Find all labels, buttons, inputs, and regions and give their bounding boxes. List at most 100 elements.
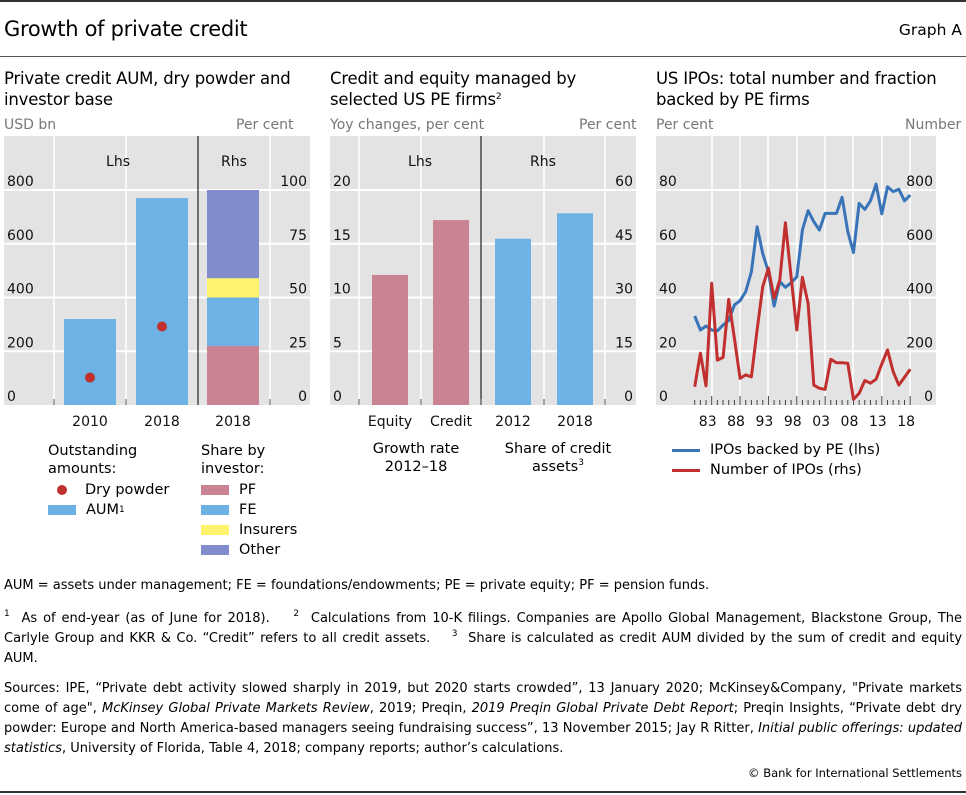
panel1-section-label-lhs: Lhs (106, 154, 130, 170)
legend-item-dry-powder: Dry powder (48, 480, 178, 500)
panel3-xlabel: 93 (755, 414, 773, 430)
legend-label: Number of IPOs (rhs) (710, 462, 862, 478)
legend-item-pf: PF (201, 480, 321, 500)
panel3-title: US IPOs: total number and fraction backe… (656, 69, 937, 109)
legend-item-other: Other (201, 540, 321, 560)
panel3-ytick-right: 0 (924, 389, 933, 405)
legend-label: PF (239, 482, 257, 498)
legend-label: IPOs backed by PE (lhs) (710, 442, 881, 458)
panel1-ytick-right: 75 (289, 228, 307, 244)
legend-label: Insurers (239, 522, 298, 538)
figure-title: Growth of private credit (4, 17, 248, 41)
footnote-1: As of end-year (as of June for 2018). (21, 611, 270, 626)
copyright: © Bank for International Settlements (748, 766, 962, 780)
footnote-2: Calculations from 10-K filings. Companie… (4, 611, 963, 646)
pf-segment (207, 345, 259, 405)
credit-share-bar (495, 238, 531, 405)
panel2-xlabel: Equity (368, 414, 412, 430)
panel2-ytick-right: 60 (615, 174, 633, 190)
panel1-ytick-left: 800 (7, 174, 34, 190)
panel2-ytick-left: 20 (333, 174, 351, 190)
panel2-group-label-growth: Growth rate 2012–18 (372, 441, 460, 475)
other-swatch-icon (201, 545, 229, 555)
panel2-ytick-right: 45 (615, 228, 633, 244)
sources: Sources: IPE, “Private debt activity slo… (4, 679, 962, 759)
fe-segment (207, 297, 259, 346)
panel2-xlabel: Credit (430, 414, 473, 430)
sources-italic-3: Initial public offerings: updated statis… (4, 721, 962, 756)
panel3-ytick-right: 400 (906, 282, 933, 298)
graph-id: Graph A (898, 21, 962, 39)
legend-label: Dry powder (85, 482, 170, 498)
fe-swatch-icon (201, 505, 229, 515)
legend-item-insurers: Insurers (201, 520, 321, 540)
aum-bar (136, 198, 188, 405)
panel1-ytick-left: 600 (7, 228, 34, 244)
dry-powder-marker-icon (57, 485, 67, 495)
growth-rate-bar (433, 220, 469, 405)
panel2-xlabel: 2012 (495, 414, 531, 430)
panel3-ytick-left: 80 (659, 174, 677, 190)
panel3-xlabel: 98 (784, 414, 802, 430)
group-label-share-text: Share of credit assets (504, 441, 612, 475)
panel3-ytick-left: 20 (659, 335, 677, 351)
dry-powder-point (157, 321, 167, 332)
panel2-title-text: Credit and equity managed by selected US… (330, 69, 577, 109)
panel1-ytick-left: 0 (7, 389, 16, 405)
panel3-legend: IPOs backed by PE (lhs) Number of IPOs (… (672, 440, 880, 480)
sources-part-1: Sources: IPE, “Private debt activity slo… (4, 681, 962, 716)
panel2-ytick-left: 5 (333, 335, 342, 351)
panel1-xlabel: 2010 (72, 414, 108, 430)
panel1-xlabel: 2018 (215, 414, 251, 430)
bottom-rule (0, 791, 966, 793)
blue-line-swatch-icon (672, 448, 700, 452)
panel3-unit-right: Number (905, 117, 962, 133)
panel2-ytick-left: 10 (333, 282, 351, 298)
panel3-ytick-right: 200 (906, 335, 933, 351)
panel2-ytick-left: 15 (333, 228, 351, 244)
panel2-title-sup: 2 (495, 92, 502, 102)
legend-item-number-ipos: Number of IPOs (rhs) (672, 460, 880, 480)
panel1-ytick-right: 25 (289, 335, 307, 351)
group-label-share-sup: 3 (578, 458, 584, 468)
panel2-ytick-right: 30 (615, 282, 633, 298)
panel3-unit-left: Per cent (656, 117, 714, 133)
fn2-mark: 2 (293, 609, 300, 619)
sources-part-4: , University of Florida, Table 4, 2018; … (61, 741, 564, 756)
panel1-xlabel: 2018 (144, 414, 180, 430)
panel3-xlabel: 08 (841, 414, 859, 430)
sources-part-2: , 2019; Preqin, (369, 701, 472, 716)
pf-swatch-icon (201, 485, 229, 495)
panel2-ytick-right: 15 (615, 335, 633, 351)
abbreviations-note: AUM = assets under management; FE = foun… (4, 578, 710, 593)
panel2-unit-right: Per cent (579, 117, 637, 133)
dry-powder-point (85, 372, 95, 383)
legend-item-ipos-pe: IPOs backed by PE (lhs) (672, 440, 880, 460)
panel1-ytick-right: 0 (298, 389, 307, 405)
panel3-ytick-right: 800 (906, 174, 933, 190)
legend-group2-title: Share by investor: (201, 443, 266, 477)
footnote-3: Share is calculated as credit AUM divide… (4, 631, 963, 666)
sources-italic-2: 2019 Preqin Global Private Debt Report (471, 701, 734, 716)
legend-label: AUM (86, 502, 120, 518)
panel2-section-label-lhs: Lhs (408, 154, 432, 170)
red-line-swatch-icon (672, 468, 700, 472)
panel3-ytick-left: 60 (659, 228, 677, 244)
panel1-ytick-left: 200 (7, 335, 34, 351)
aum-swatch-icon (48, 505, 76, 515)
panel1-unit-left: USD bn (4, 117, 57, 133)
legend-item-fe: FE (201, 500, 321, 520)
number-of-ipos-line (693, 221, 912, 401)
fn3-mark: 3 (451, 629, 458, 639)
panel3-xlabel: 88 (727, 414, 745, 430)
sources-italic-1: McKinsey Global Private Markets Review (102, 701, 370, 716)
panel2-unit-left: Yoy changes, per cent (330, 117, 485, 133)
panel3-ytick-left: 40 (659, 282, 677, 298)
other-segment (207, 190, 259, 279)
panel3-xlabel: 03 (812, 414, 830, 430)
growth-rate-bar (372, 274, 408, 405)
panel3-xlabel: 13 (869, 414, 887, 430)
panel1-section-label-rhs: Rhs (221, 154, 247, 170)
panel1-legend-outstanding: Outstanding amounts: Dry powder AUM 1 (48, 442, 178, 520)
